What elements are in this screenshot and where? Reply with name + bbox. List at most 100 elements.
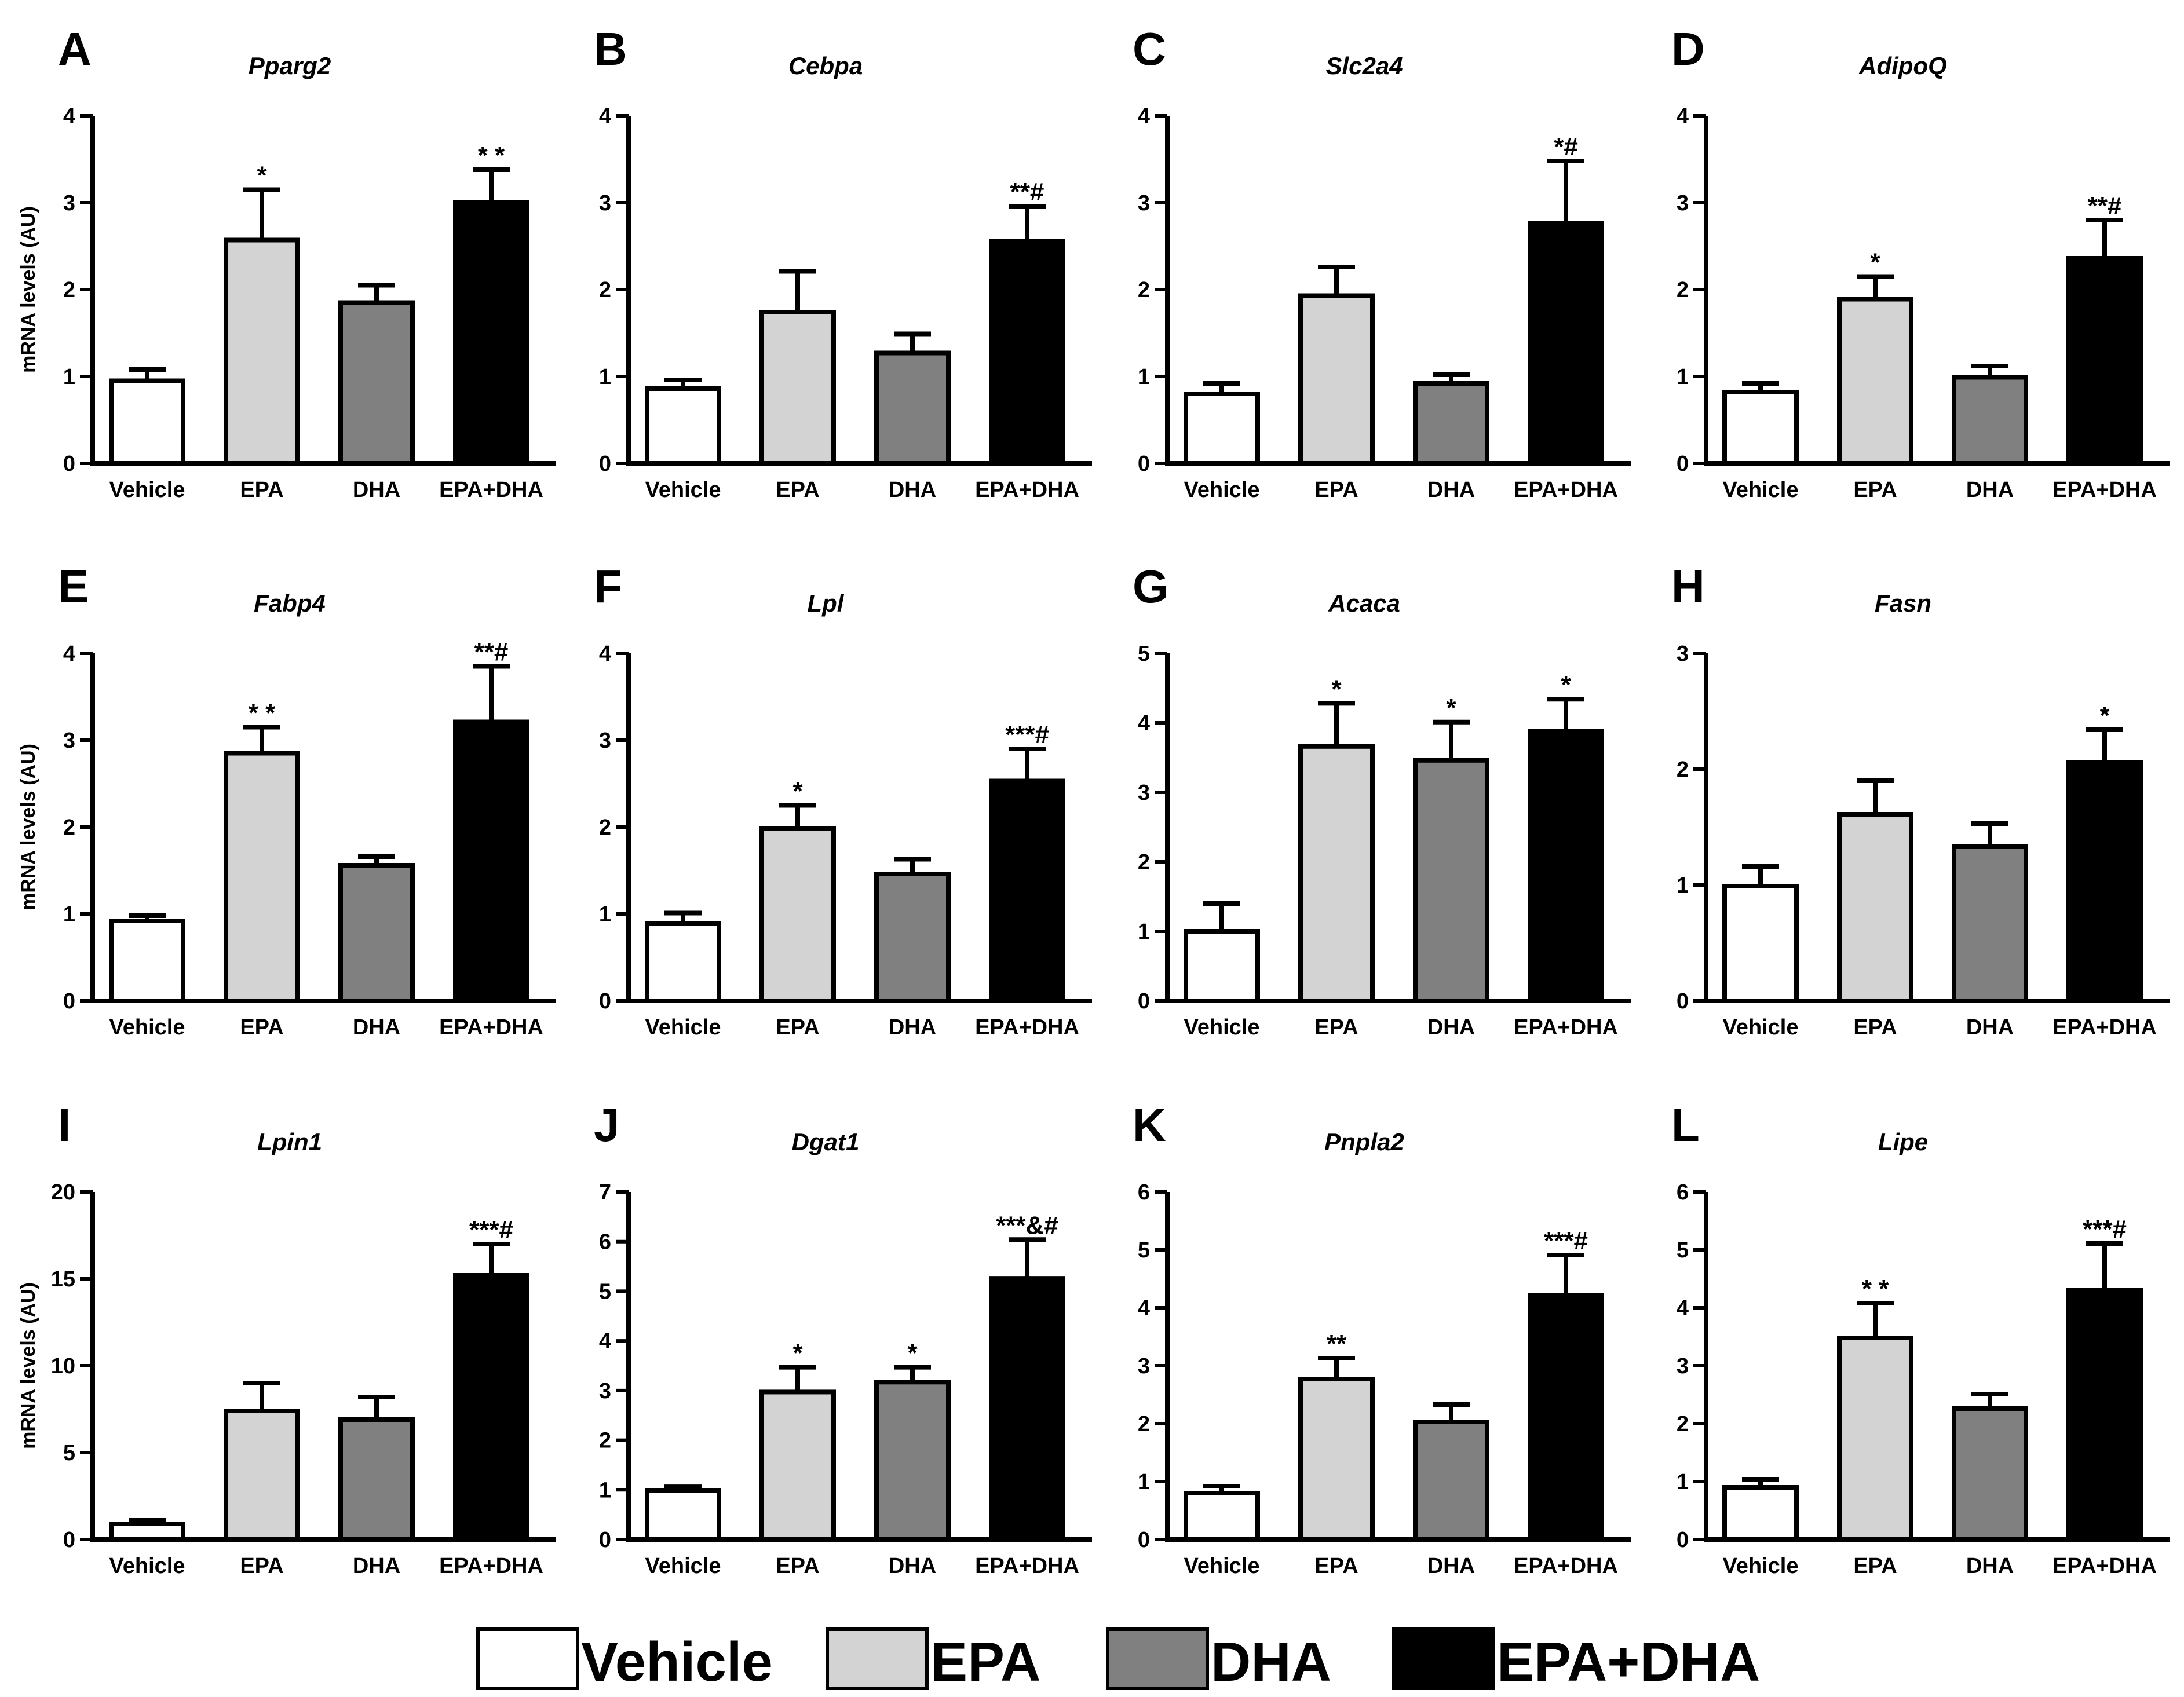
bar-epa	[1298, 1377, 1375, 1542]
significance-marker: *	[257, 162, 267, 190]
panel-j: J Dgat1 0 1 2 3 4 5 6 7 Vehicle * EPA * DHA ***&# EPA+DH…	[594, 1099, 1092, 1578]
y-tick-label: 4	[1677, 1296, 1689, 1321]
category-label: EPA	[776, 1554, 819, 1578]
significance-marker: *	[1561, 671, 1571, 699]
y-tick-label: 4	[599, 104, 611, 129]
bar-dha	[1952, 844, 2028, 1003]
y-tick-label: 6	[1677, 1180, 1689, 1205]
bar-vehicle	[1722, 390, 1799, 466]
y-tick-label: 4	[1138, 1296, 1150, 1321]
legend: Vehicle EPA DHA EPA+DHA	[476, 1627, 1760, 1693]
y-tick-label: 5	[1138, 1238, 1150, 1263]
panel-letter: J	[594, 1099, 620, 1151]
category-label: EPA+DHA	[975, 1554, 1079, 1578]
y-tick-label: 4	[599, 642, 611, 666]
bar-dha	[1413, 1420, 1489, 1542]
category-label: DHA	[1427, 1554, 1475, 1578]
bar-epa-plus-dha	[453, 200, 529, 466]
y-tick-label: 1	[599, 902, 611, 927]
y-tick-label: 5	[1677, 1238, 1689, 1263]
bar-epa	[759, 310, 836, 466]
panel-d: D AdipoQ 0 1 2 3 4 Vehicle * EPA DHA **# EPA+DHA	[1671, 23, 2170, 502]
category-label: EPA	[1314, 478, 1358, 502]
bar-epa	[1837, 812, 1913, 1003]
category-label: Vehicle	[645, 478, 721, 502]
bar-dha	[1413, 758, 1489, 1004]
bar-epa-plus-dha	[1528, 1293, 1604, 1542]
significance-marker: ***#	[469, 1216, 513, 1244]
category-label: Vehicle	[645, 1554, 721, 1578]
y-tick-label: 5	[599, 1279, 611, 1304]
significance-marker: **#	[2088, 192, 2122, 220]
bar-epa-plus-dha	[989, 239, 1065, 466]
category-label: EPA+DHA	[1514, 1554, 1618, 1578]
gene-title: Cebpa	[788, 52, 863, 79]
category-label: Vehicle	[1723, 1015, 1799, 1040]
y-tick-label: 5	[63, 1441, 75, 1465]
y-tick-label: 2	[63, 278, 75, 302]
y-tick-label: 4	[1138, 104, 1150, 129]
category-label: Vehicle	[1723, 1554, 1799, 1578]
y-tick-label: 0	[63, 452, 75, 476]
bar-vehicle	[109, 919, 185, 1003]
bar-vehicle	[1184, 392, 1260, 466]
bar-vehicle	[1722, 1485, 1799, 1542]
category-label: EPA+DHA	[1514, 478, 1618, 502]
category-label: EPA+DHA	[439, 478, 543, 502]
y-tick-label: 7	[599, 1180, 611, 1205]
significance-marker: *	[1870, 248, 1880, 277]
legend-swatch-vehicle	[476, 1627, 579, 1690]
y-tick-label: 2	[1138, 1412, 1150, 1436]
category-label: EPA+DHA	[439, 1554, 543, 1578]
bar-epa	[1837, 1336, 1913, 1542]
significance-marker: * *	[478, 141, 505, 170]
y-tick-label: 2	[599, 1429, 611, 1453]
significance-marker: *	[792, 1339, 803, 1367]
significance-marker: *	[2099, 701, 2110, 730]
panel-letter: C	[1133, 23, 1166, 75]
y-tick-label: 2	[1138, 850, 1150, 875]
bar-epa-plus-dha	[453, 719, 529, 1003]
y-tick-label: 15	[51, 1267, 75, 1292]
category-label: DHA	[889, 1554, 936, 1578]
panel-h: H Fasn 0 1 2 3 Vehicle EPA DHA * EPA+DHA	[1671, 561, 2170, 1040]
significance-marker: ***#	[1544, 1227, 1588, 1255]
bar-dha	[338, 863, 415, 1003]
y-tick-label: 1	[1138, 1470, 1150, 1494]
legend-swatch-epa-plus-dha	[1392, 1627, 1495, 1690]
panel-b: B Cebpa 0 1 2 3 4 Vehicle EPA DHA **# EPA+DHA	[594, 23, 1092, 502]
bar-dha	[874, 350, 951, 466]
category-label: DHA	[353, 1554, 400, 1578]
category-label: EPA	[776, 1015, 819, 1040]
category-label: EPA	[776, 478, 819, 502]
panel-letter: I	[58, 1099, 71, 1151]
bar-epa	[1298, 293, 1375, 466]
y-tick-label: 20	[51, 1180, 75, 1205]
category-label: Vehicle	[1184, 1015, 1260, 1040]
y-tick-label: 4	[1138, 711, 1150, 736]
category-label: EPA+DHA	[2052, 1015, 2157, 1040]
y-tick-label: 0	[599, 452, 611, 476]
y-tick-label: 2	[1138, 278, 1150, 302]
y-tick-label: 4	[599, 1329, 611, 1354]
significance-marker: *	[907, 1339, 918, 1367]
gene-title: Fasn	[1875, 590, 1931, 617]
panel-g: G Acaca 0 1 2 3 4 5 Vehicle * EPA * DHA * EPA+DHA	[1133, 561, 1631, 1040]
bar-epa-plus-dha	[2066, 256, 2143, 466]
category-label: EPA	[1314, 1015, 1358, 1040]
panel-l: L Lipe 0 1 2 3 4 5 6 Vehicle * * EPA DHA ***# EPA+DHA	[1671, 1099, 2170, 1578]
bar-epa	[224, 751, 300, 1003]
y-tick-label: 0	[1677, 1528, 1689, 1552]
category-label: Vehicle	[109, 1554, 185, 1578]
y-axis-label: mRNA levels (AU)	[17, 206, 39, 373]
y-axis-label: mRNA levels (AU)	[17, 1282, 39, 1449]
category-label: EPA+DHA	[975, 478, 1079, 502]
significance-marker: * *	[1862, 1275, 1889, 1303]
panel-f: F Lpl 0 1 2 3 4 Vehicle * EPA DHA ***# EPA+DHA	[594, 561, 1092, 1040]
legend-label: Vehicle	[581, 1631, 773, 1693]
bar-vehicle	[645, 1488, 721, 1542]
panel-k: K Pnpla2 0 1 2 3 4 5 6 Vehicle ** EPA DHA ***# EPA+DHA	[1133, 1099, 1631, 1578]
panel-i: I Lpin1 mRNA levels (AU) 0 5 10 15 20 Vehicle EPA…	[17, 1099, 556, 1578]
bar-epa	[224, 237, 300, 466]
